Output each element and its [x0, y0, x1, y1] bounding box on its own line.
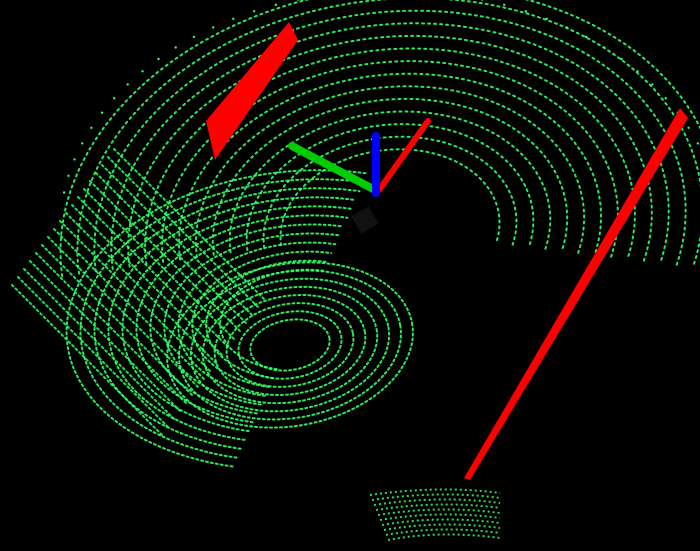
sensor-body	[351, 206, 379, 234]
wall-plane-left	[206, 22, 298, 160]
wall-planes	[206, 22, 688, 480]
sensor-frame	[288, 118, 431, 234]
point-cloud	[11, 0, 700, 541]
wall-plane-right	[464, 108, 688, 480]
axis-x	[376, 118, 431, 193]
axis-y	[288, 142, 379, 194]
